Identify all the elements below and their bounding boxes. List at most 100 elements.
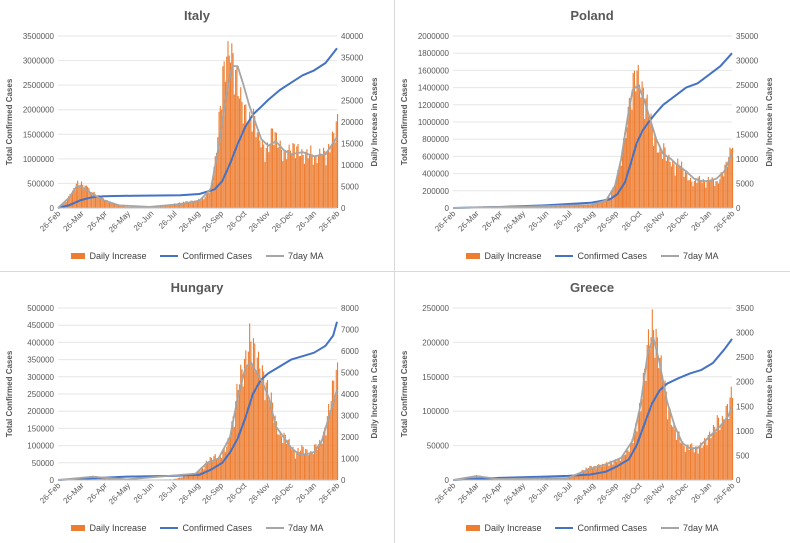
daily-increase-bar xyxy=(259,368,261,480)
y-tick-label: 100000 xyxy=(422,407,449,416)
daily-increase-bar xyxy=(101,196,103,208)
daily-increase-bar xyxy=(608,195,610,208)
daily-increase-bar xyxy=(701,448,703,480)
daily-increase-bar xyxy=(621,148,624,208)
x-tick-label: 26-Nov xyxy=(642,209,667,234)
y2-tick-label: 0 xyxy=(736,204,741,213)
y-tick-label: 0 xyxy=(445,204,450,213)
daily-increase-bar xyxy=(114,203,116,208)
chart-title: Hungary xyxy=(171,280,225,295)
daily-increase-bar xyxy=(185,476,187,480)
daily-increase-bar xyxy=(249,111,251,208)
daily-increase-bar xyxy=(181,202,183,208)
daily-increase-bar xyxy=(637,64,639,208)
daily-increase-bar xyxy=(106,199,108,208)
daily-increase-bar xyxy=(627,106,629,208)
daily-increase-bar xyxy=(222,449,224,480)
daily-increase-bar xyxy=(223,61,225,208)
daily-increase-bar xyxy=(287,439,289,480)
y2-tick-label: 10000 xyxy=(341,161,364,170)
daily-increase-bar xyxy=(300,155,302,208)
legend-item-ma: 7day MA xyxy=(661,523,719,533)
daily-increase-bar xyxy=(300,450,302,480)
x-tick-label: 26-Mar xyxy=(456,481,481,506)
y2-tick-label: 3500 xyxy=(736,304,754,313)
chart-title: Italy xyxy=(184,8,211,23)
daily-increase-bar xyxy=(618,165,620,208)
y-tick-label: 2000000 xyxy=(418,32,450,41)
daily-increase-bar xyxy=(576,204,578,208)
daily-increase-bar xyxy=(209,188,211,208)
x-tick-label: 26-Feb xyxy=(712,481,737,506)
daily-increase-bar xyxy=(684,451,686,480)
daily-increase-bar xyxy=(126,206,128,208)
daily-increase-bar xyxy=(185,201,187,208)
daily-increase-bar xyxy=(709,180,711,208)
y2-tick-label: 40000 xyxy=(341,32,364,41)
y2-tick-label: 5000 xyxy=(736,179,754,188)
y2-tick-label: 20000 xyxy=(341,118,364,127)
daily-increase-bar xyxy=(283,432,285,480)
daily-increase-bar xyxy=(553,478,555,480)
daily-increase-bar xyxy=(256,132,258,208)
daily-increase-bar xyxy=(608,465,610,480)
x-tick-label: 26-Jun xyxy=(132,481,156,505)
y-axis-title: Total Confirmed Cases xyxy=(5,78,14,165)
y2-axis-title: Daily Increase in Cases xyxy=(370,349,379,438)
daily-increase-bar xyxy=(712,424,714,480)
daily-increase-bar xyxy=(130,206,132,208)
daily-increase-bar xyxy=(333,380,335,480)
daily-increase-bar xyxy=(226,446,228,480)
daily-increase-bar xyxy=(729,397,731,480)
daily-increase-bar xyxy=(617,458,619,480)
daily-increase-bar xyxy=(711,433,713,480)
y2-tick-label: 1500 xyxy=(736,402,754,411)
daily-increase-bar xyxy=(557,205,559,208)
daily-increase-bar xyxy=(665,160,667,208)
legend-item-ma: 7day MA xyxy=(661,251,719,261)
daily-increase-bar xyxy=(180,477,182,480)
daily-increase-bar xyxy=(696,446,698,480)
daily-increase-bar xyxy=(581,204,583,208)
legend-item-daily: Daily Increase xyxy=(466,523,541,533)
daily-increase-bar xyxy=(154,206,156,208)
x-tick-label: 26-Sep xyxy=(596,209,621,234)
daily-increase-bar xyxy=(293,143,295,208)
daily-increase-bar xyxy=(697,177,699,208)
daily-increase-bar xyxy=(617,169,619,208)
daily-increase-bar xyxy=(129,206,131,208)
daily-increase-bar xyxy=(729,147,731,208)
daily-increase-bar xyxy=(103,200,105,208)
daily-increase-bar xyxy=(326,150,328,208)
daily-increase-bar xyxy=(322,431,325,480)
daily-increase-bar xyxy=(315,444,317,480)
daily-increase-bar xyxy=(668,154,670,208)
daily-increase-bar xyxy=(561,205,563,208)
daily-increase-bar xyxy=(552,205,554,208)
daily-increase-bar xyxy=(242,386,244,480)
daily-increase-bar xyxy=(714,185,716,208)
daily-increase-bar xyxy=(667,157,669,208)
y-tick-label: 100000 xyxy=(27,442,54,451)
daily-increase-bar xyxy=(330,146,332,208)
daily-increase-bar xyxy=(275,421,277,480)
x-tick-label: 26-May xyxy=(107,209,132,234)
daily-increase-bar xyxy=(203,469,205,480)
daily-increase-bar xyxy=(331,380,333,480)
daily-increase-bar xyxy=(163,206,165,208)
daily-increase-bar xyxy=(605,199,607,208)
daily-increase-bar xyxy=(138,206,140,208)
daily-increase-bar xyxy=(721,415,723,480)
y-tick-label: 1600000 xyxy=(418,66,450,75)
daily-increase-bar xyxy=(322,147,325,208)
y2-tick-label: 15000 xyxy=(341,140,364,149)
daily-increase-bar xyxy=(102,197,104,208)
daily-increase-bar xyxy=(296,146,298,208)
y-tick-label: 600000 xyxy=(422,152,449,161)
daily-increase-bar xyxy=(302,155,304,208)
daily-increase-bar xyxy=(558,478,560,480)
daily-increase-bar xyxy=(282,161,284,208)
daily-increase-bar xyxy=(261,365,263,480)
daily-increase-bars xyxy=(454,64,734,209)
